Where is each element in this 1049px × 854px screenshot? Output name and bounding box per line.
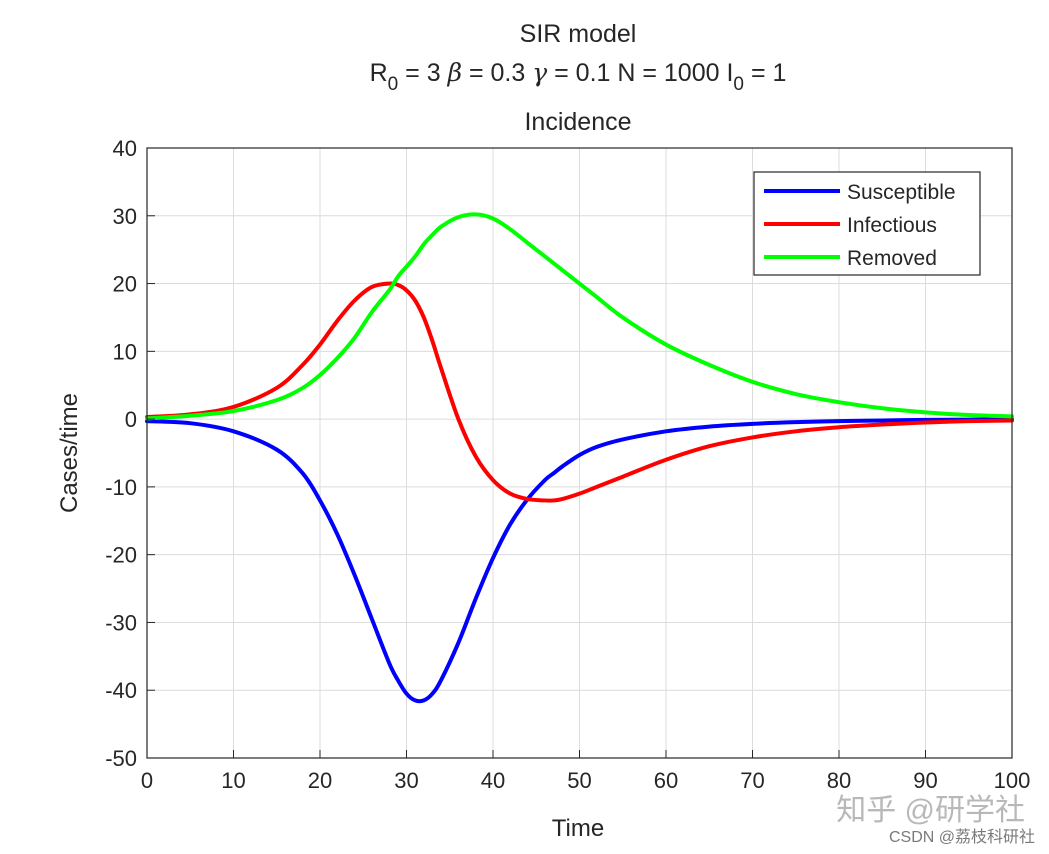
- series-line-infectious: [145, 281, 1014, 503]
- series-group: [145, 212, 1014, 704]
- chart-subtitle: R0 = 3 β = 0.3 γ = 0.1 N = 1000 I0 = 1: [370, 58, 787, 95]
- x-tick-label: 60: [654, 768, 678, 793]
- x-tick-label: 80: [827, 768, 851, 793]
- y-tick-label: -30: [105, 610, 137, 635]
- series-line-susceptible: [145, 417, 1014, 704]
- subtitle-i-value: = 1: [744, 59, 786, 87]
- watermark-main: 知乎 @研学社: [836, 794, 1025, 827]
- y-tick-label: 10: [113, 339, 137, 364]
- y-tick-label: 20: [113, 272, 137, 297]
- subtitle-gamma-symbol: γ: [532, 58, 547, 87]
- y-axis-label: Cases/time: [56, 393, 83, 513]
- y-tick-label: 40: [113, 136, 137, 161]
- x-tick-label: 20: [308, 768, 332, 793]
- subtitle-r-sub: 0: [388, 74, 399, 95]
- subtitle-beta-value: = 0.3: [462, 59, 532, 87]
- x-tick-label: 100: [994, 768, 1031, 793]
- subtitle-r-value: = 3: [398, 59, 447, 87]
- y-tick-label: 0: [125, 407, 137, 432]
- x-tick-label: 50: [567, 768, 591, 793]
- legend-label-infectious: Infectious: [847, 214, 937, 237]
- series-line-removed: [145, 212, 1014, 421]
- legend: Susceptible Infectious Removed: [753, 171, 981, 276]
- ticks: 0 10 20 30 40 50 60 70 80 90 100403020100-10-20-30…: [105, 136, 1030, 793]
- x-tick-label: 70: [740, 768, 764, 793]
- panel-title: Incidence: [524, 108, 631, 136]
- x-axis-label: Time: [552, 815, 604, 842]
- x-tick-label: 10: [221, 768, 245, 793]
- x-tick-label: 0: [141, 768, 153, 793]
- x-tick-label: 30: [394, 768, 418, 793]
- subtitle-i-sub: 0: [733, 74, 744, 95]
- legend-label-susceptible: Susceptible: [847, 181, 956, 204]
- subtitle-gamma-value: = 0.1 N = 1000 I: [547, 59, 733, 87]
- watermark-sub: CSDN @荔枝科研社: [889, 828, 1035, 846]
- y-tick-label: -10: [105, 475, 137, 500]
- y-tick-label: -40: [105, 678, 137, 703]
- subtitle-r-label: R: [370, 59, 388, 87]
- y-tick-label: -50: [105, 746, 137, 771]
- x-tick-label: 40: [481, 768, 505, 793]
- subtitle-beta-symbol: β: [447, 58, 462, 87]
- y-tick-label: -20: [105, 543, 137, 568]
- y-tick-label: 30: [113, 204, 137, 229]
- chart-title: SIR model: [520, 20, 637, 48]
- legend-label-removed: Removed: [847, 247, 937, 270]
- x-tick-label: 90: [913, 768, 937, 793]
